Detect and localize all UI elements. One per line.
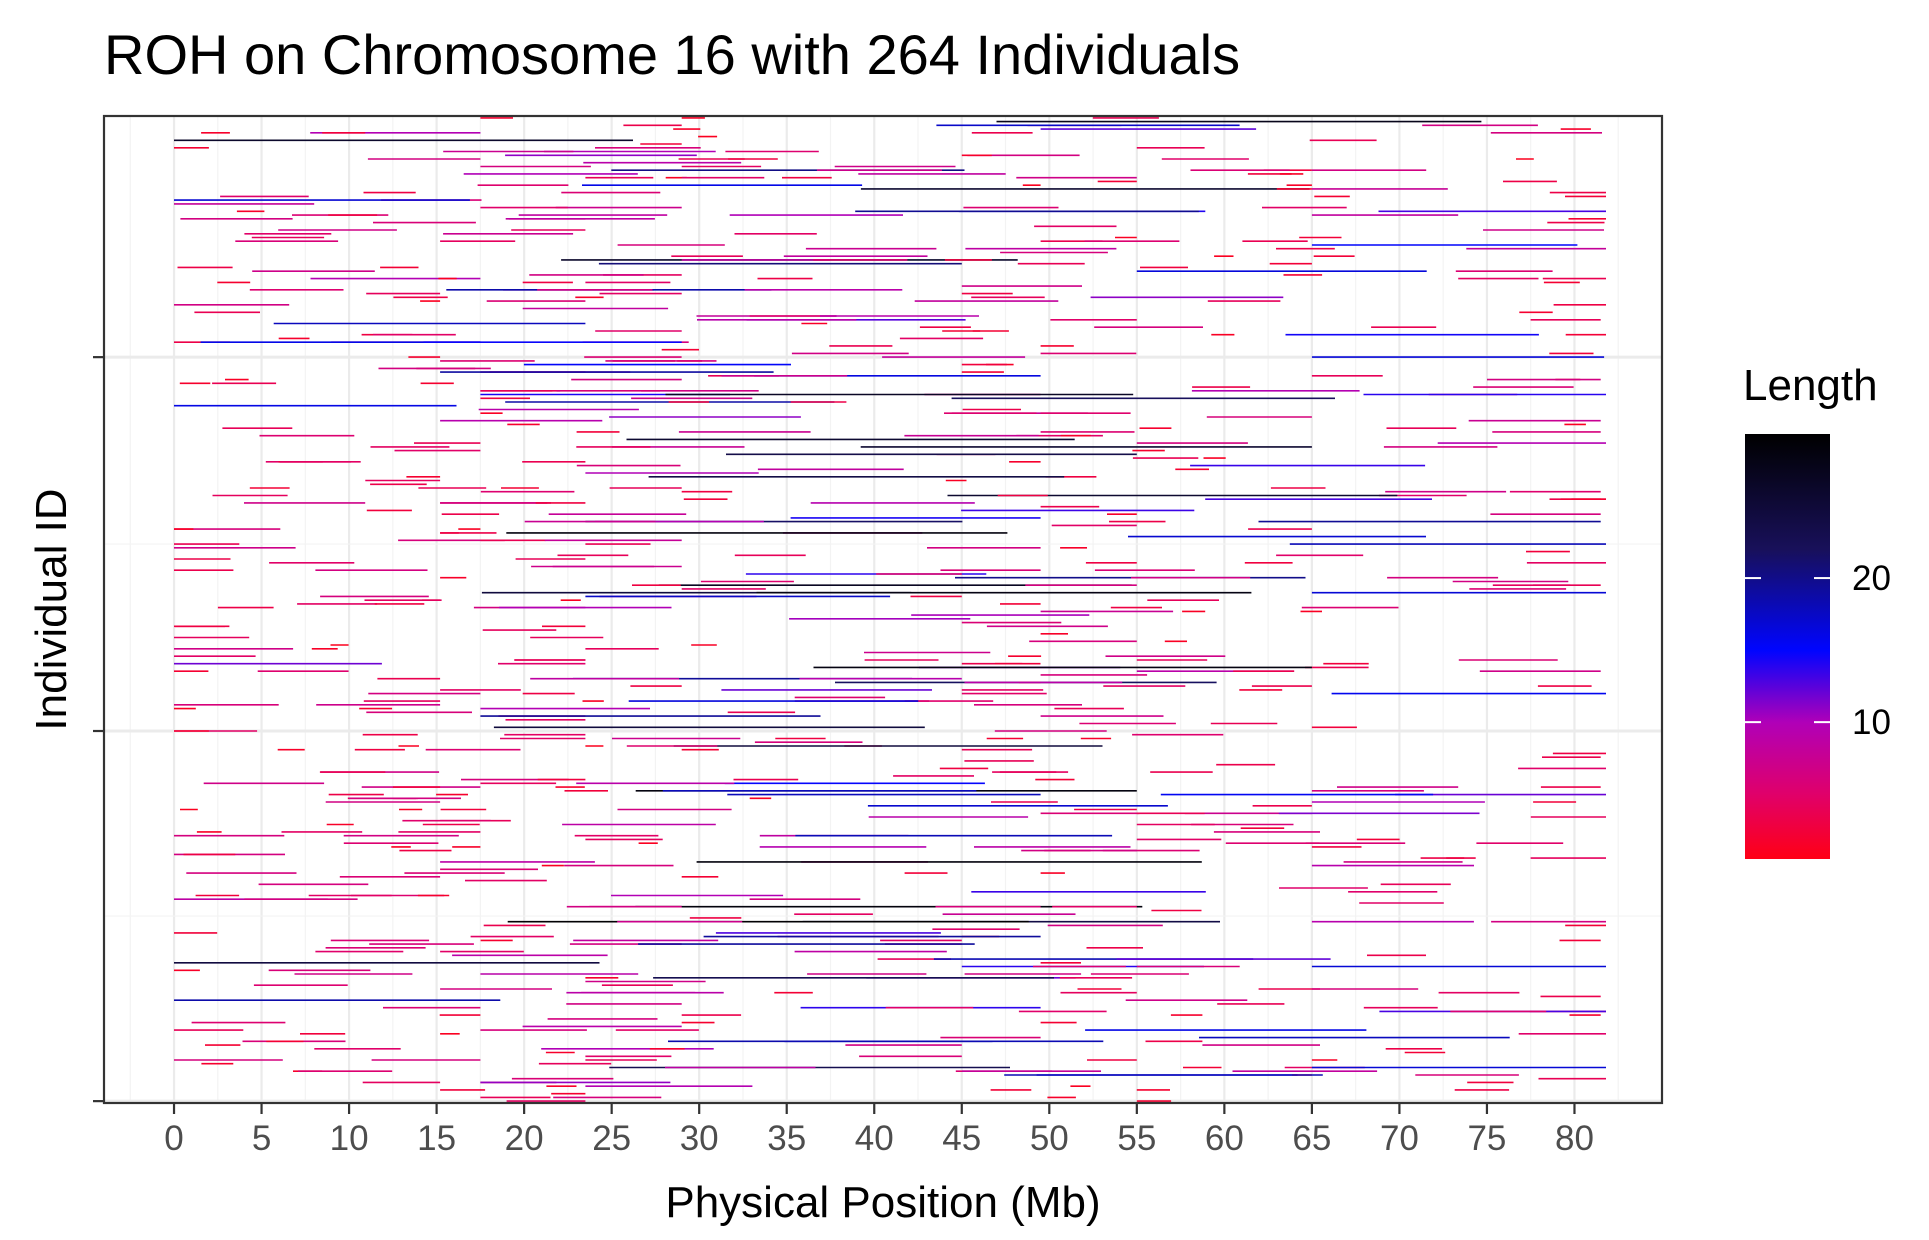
legend-colorbar — [1745, 434, 1830, 859]
x-tick-label: 25 — [592, 1119, 631, 1158]
x-axis-title: Physical Position (Mb) — [665, 1178, 1100, 1227]
x-tick-label: 65 — [1292, 1119, 1331, 1158]
x-tick-label: 70 — [1380, 1119, 1419, 1158]
x-tick-label: 10 — [330, 1119, 369, 1158]
x-tick-label: 20 — [505, 1119, 544, 1158]
x-tick-label: 5 — [252, 1119, 271, 1158]
x-tick-label: 50 — [1030, 1119, 1069, 1158]
plot-panel — [104, 116, 1662, 1103]
roh-segments — [174, 117, 1606, 1102]
x-tick-label: 40 — [855, 1119, 894, 1158]
plot-panel-border — [102, 114, 1664, 1105]
legend-tick-label: 10 — [1852, 703, 1891, 742]
chart-title: ROH on Chromosome 16 with 264 Individual… — [104, 23, 1240, 86]
x-tick-label: 60 — [1205, 1119, 1244, 1158]
legend-tick-label: 20 — [1852, 559, 1891, 598]
y-axis — [93, 356, 104, 1103]
grid-lines — [104, 116, 1662, 1103]
x-axis: 0 5 10 15 20 25 30 35 40 45 50 55 60 65 70 75 80 — [164, 1103, 1594, 1158]
legend: Length 10 20 — [1743, 361, 1891, 859]
x-tick-label: 0 — [164, 1119, 183, 1158]
x-tick-label: 35 — [767, 1119, 806, 1158]
y-axis-title: Individual ID — [27, 488, 76, 730]
x-tick-label: 30 — [680, 1119, 719, 1158]
legend-title: Length — [1743, 361, 1878, 410]
x-tick-label: 45 — [942, 1119, 981, 1158]
legend-ticks: 10 20 — [1745, 559, 1891, 742]
x-tick-label: 75 — [1467, 1119, 1506, 1158]
x-tick-label: 80 — [1555, 1119, 1594, 1158]
x-tick-label: 15 — [417, 1119, 456, 1158]
x-tick-label: 55 — [1117, 1119, 1156, 1158]
